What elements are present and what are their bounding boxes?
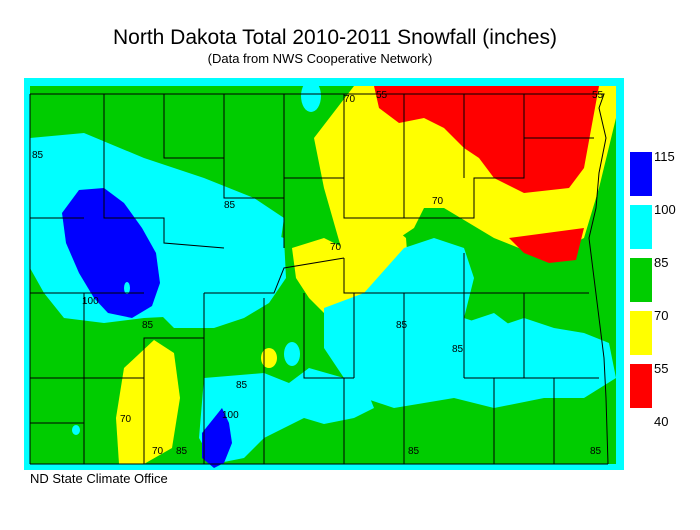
zone-55-70-southwest	[116, 340, 180, 464]
map-subtitle: (Data from NWS Cooperative Network)	[207, 51, 433, 66]
contour-label: 85	[408, 446, 420, 457]
zone-40-55-northeast	[374, 86, 599, 193]
legend-swatch	[630, 205, 652, 249]
contour-label: 70	[432, 196, 444, 207]
contour-label: 85	[452, 344, 464, 355]
legend-swatch	[630, 364, 652, 408]
zone-85-100-south-central	[199, 368, 374, 464]
legend-tick: 115	[654, 149, 675, 164]
contour-label: 85	[142, 320, 154, 331]
contour-label: 85	[224, 200, 236, 211]
contour-label: 85	[236, 380, 248, 391]
contour-label: 100	[222, 410, 239, 421]
legend-swatch	[630, 152, 652, 196]
contour-label: 70	[344, 94, 356, 105]
zone-85-100-tiny-spot	[72, 425, 80, 435]
contour-label: 70	[120, 414, 132, 425]
contour-label: 85	[176, 446, 188, 457]
legend-tick: 85	[654, 255, 669, 270]
zone-85-100-island	[124, 282, 130, 294]
contour-label: 100	[82, 296, 99, 307]
zone-40-55-east	[509, 228, 584, 263]
legend-swatch	[630, 258, 652, 302]
contour-label: 85	[32, 150, 44, 161]
legend-tick: 70	[654, 308, 669, 323]
zone-85-100-small-spot	[284, 342, 300, 366]
zone-85-100-north-spot	[301, 80, 321, 112]
legend-tick: 55	[654, 361, 669, 376]
zone-100-115-northwest	[62, 188, 160, 318]
contour-label: 85	[396, 320, 408, 331]
zone-85-100-central-west	[152, 228, 286, 328]
map-title: North Dakota Total 2010-2011 Snowfall (i…	[113, 26, 557, 49]
color-legend: 115 100 85 70 55 40	[630, 149, 700, 432]
county-lines	[29, 93, 609, 465]
contour-label: 70	[330, 242, 342, 253]
legend-tick: 40	[654, 414, 669, 429]
zone-55-70-spot	[261, 348, 277, 368]
zone-100-115-south	[202, 408, 232, 468]
legend-swatch	[630, 311, 652, 355]
legend-tick: 100	[654, 202, 676, 217]
credit-text: ND State Climate Office	[30, 471, 168, 486]
contour-label: 70	[152, 446, 164, 457]
contour-label: 55	[592, 90, 604, 101]
contour-label: 55	[376, 90, 388, 101]
zone-85-100-east-strip	[454, 313, 514, 373]
contour-labels: 85 85 85 70 70 70 70 70 85 85 85 85 85 8…	[32, 90, 604, 457]
contour-label: 85	[590, 446, 602, 457]
snowfall-map: 85 85 85 70 70 70 70 70 85 85 85 85 85 8…	[24, 78, 624, 470]
